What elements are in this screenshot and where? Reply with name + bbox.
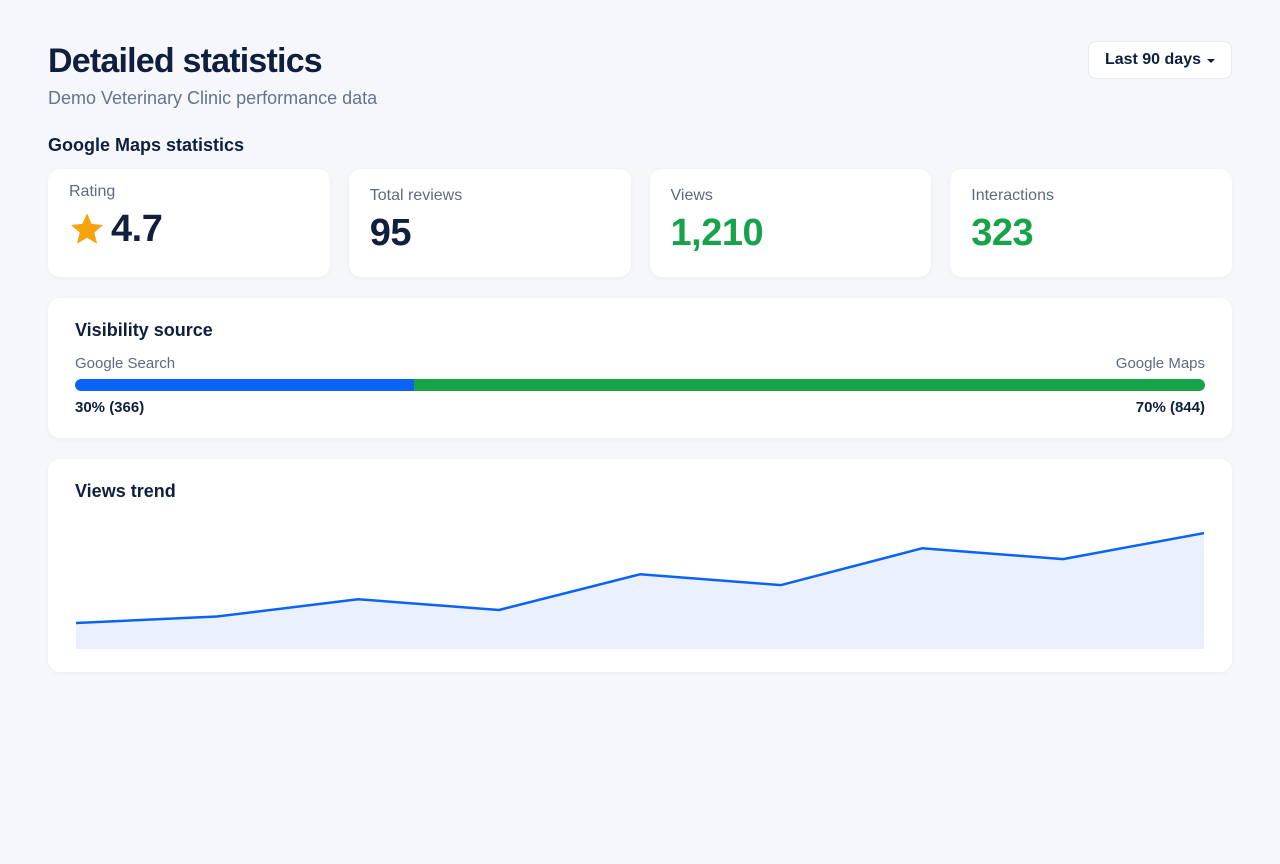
star-shape [70, 213, 104, 244]
views-trend-line [76, 531, 1204, 625]
visibility-labels: Google Search Google Maps [75, 355, 1205, 372]
views-trend-panel: Views trend [48, 459, 1232, 672]
google-maps-value: 70% (844) [1135, 399, 1205, 416]
stat-card-views: Views 1,210 [649, 169, 932, 277]
stat-label-rating: Rating [69, 183, 116, 200]
views-trend-chart [76, 531, 1204, 649]
caret-down-icon [1207, 59, 1215, 63]
google-search-label: Google Search [75, 355, 176, 372]
google-search-value: 30% (366) [75, 399, 145, 416]
stat-card-rating: Rating 4.7 [48, 169, 330, 277]
stat-value-interactions: 323 [971, 212, 1034, 254]
stat-card-total-reviews: Total reviews 95 [348, 169, 631, 277]
google-maps-segment [414, 379, 1205, 391]
stat-value-total-reviews: 95 [369, 212, 412, 254]
page-header: Detailed statistics Demo Veterinary Clin… [48, 40, 1232, 128]
star-icon [70, 213, 104, 244]
interactions-value-row: 323 [971, 211, 1211, 255]
stats-row: Rating 4.7 Total reviews 95 Views 1,210 … [48, 169, 1232, 277]
google-maps-label: Google Maps [1115, 355, 1205, 372]
google-search-segment [75, 379, 414, 391]
page-title: Detailed statistics [48, 42, 323, 80]
visibility-values: 30% (366) 70% (844) [75, 399, 1205, 416]
visibility-source-title: Visibility source [75, 320, 213, 340]
visibility-source-panel: Visibility source Google Search Google M… [48, 298, 1232, 438]
total-reviews-value-row: 95 [370, 211, 610, 255]
views-trend-title: Views trend [75, 481, 176, 501]
views-trend-area [76, 533, 1204, 649]
stat-card-interactions: Interactions 323 [950, 169, 1232, 277]
stat-value-views: 1,210 [670, 212, 764, 254]
stat-label-total-reviews: Total reviews [369, 187, 463, 204]
section-title: Google Maps statistics [48, 135, 245, 155]
date-range-label: Last 90 days [1104, 51, 1201, 68]
page-subtitle: Demo Veterinary Clinic performance data [48, 88, 378, 108]
stat-label-interactions: Interactions [971, 187, 1054, 204]
stat-label-views: Views [670, 187, 713, 204]
views-value-row: 1,210 [671, 211, 911, 255]
rating-value-row: 4.7 [69, 207, 309, 251]
visibility-bar [75, 379, 1205, 391]
date-range-select[interactable]: Last 90 days [1087, 41, 1232, 79]
stat-value-rating: 4.7 [111, 208, 163, 250]
